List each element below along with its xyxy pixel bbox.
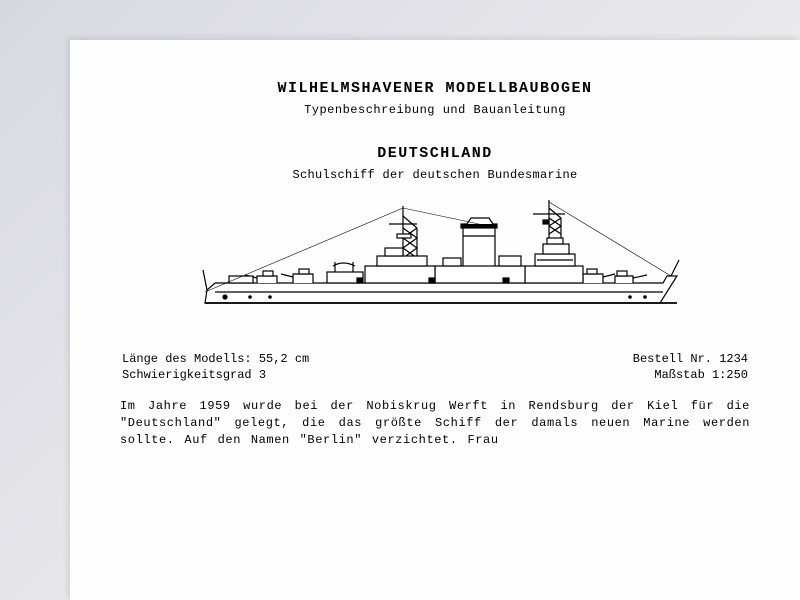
ship-name: DEUTSCHLAND: [120, 145, 750, 162]
header-block: WILHELMSHAVENER MODELLBAUBOGEN Typenbesc…: [120, 80, 750, 117]
scale: Maßstab 1:250: [654, 368, 748, 382]
order-number: Bestell Nr. 1234: [633, 352, 748, 366]
body-paragraph: Im Jahre 1959 wurde bei der Nobiskrug We…: [120, 398, 750, 448]
subject-block: DEUTSCHLAND Schulschiff der deutschen Bu…: [120, 145, 750, 182]
model-length: Länge des Modells: 55,2 cm: [122, 352, 309, 366]
document-page: WILHELMSHAVENER MODELLBAUBOGEN Typenbesc…: [70, 40, 800, 600]
specs-row-2: Schwierigkeitsgrad 3 Maßstab 1:250: [120, 368, 750, 382]
document-type: Typenbeschreibung und Bauanleitung: [120, 103, 750, 117]
difficulty-level: Schwierigkeitsgrad 3: [122, 368, 266, 382]
publisher-title: WILHELMSHAVENER MODELLBAUBOGEN: [120, 80, 750, 97]
ship-description: Schulschiff der deutschen Bundesmarine: [120, 168, 750, 182]
specs-row-1: Länge des Modells: 55,2 cm Bestell Nr. 1…: [120, 352, 750, 366]
specs-block: Länge des Modells: 55,2 cm Bestell Nr. 1…: [120, 352, 750, 382]
ship-profile-illustration: [185, 198, 685, 328]
